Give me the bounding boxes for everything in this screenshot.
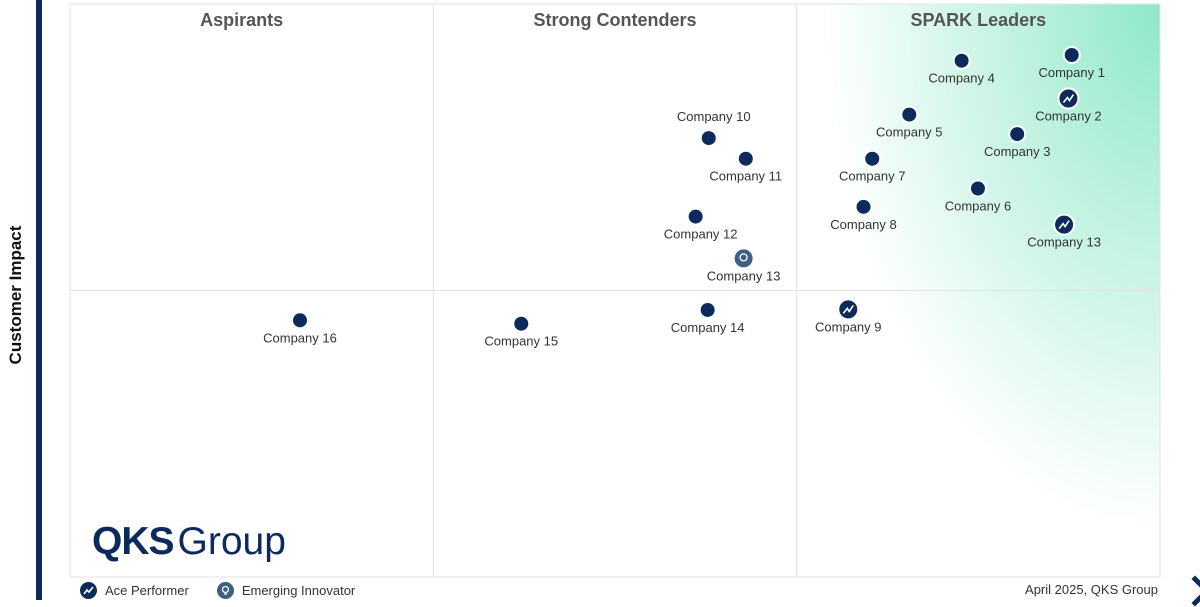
emerging-innovator-marker [732,247,755,270]
lightbulb-icon [216,581,234,599]
quadrant-title: SPARK Leaders [910,10,1046,30]
point-marker [854,197,873,216]
data-point: Company 13 [707,247,781,283]
point-marker [952,51,971,70]
trend-up-icon [842,304,854,314]
point-marker [1008,125,1027,144]
data-point: Company 15 [484,314,558,349]
data-points: Company 1 Company 2 Company 3 Company 4 Comp… [263,45,1105,349]
point-label: Company 1 [1038,65,1104,80]
legend: Ace Performer Emerging Innovator [80,580,383,600]
qks-group-logo: QKS Group [92,520,286,564]
quadrant-titles: Aspirants Strong Contenders SPARK Leaders [200,10,1046,30]
trend-up-icon [80,581,97,599]
data-point: Company 8 [830,197,897,232]
point-marker [699,129,718,148]
point-label: Company 9 [815,319,881,334]
point-marker [900,105,919,124]
data-point: Company 3 [984,125,1050,159]
point-label: Company 12 [664,227,738,242]
point-marker [863,149,882,168]
lightbulb-icon [739,253,748,262]
data-point: Company 10 [677,109,751,148]
data-point: Company 1 [1038,45,1105,80]
footer-credit: April 2025, QKS Group [1025,582,1158,597]
point-label: Company 7 [839,169,905,184]
point-label: Company 16 [263,330,337,345]
data-point: Company 13 [1027,213,1101,250]
point-marker [686,207,705,226]
data-point: Company 14 [671,300,745,335]
data-point: Company 12 [664,207,738,242]
data-point: Company 4 [928,51,995,86]
data-point: Company 16 [263,311,337,345]
logo-regular-text: Group [177,520,286,563]
point-label: Company 2 [1035,109,1101,124]
point-marker [698,300,717,319]
point-label: Company 11 [709,169,782,184]
point-label: Company 8 [830,217,896,232]
point-marker [290,311,309,330]
point-label: Company 13 [707,268,781,283]
data-point: Company 7 [839,149,905,184]
left-accent-bar [36,0,42,600]
data-point: Company 9 [815,298,882,334]
grid-lines [69,3,1161,578]
point-label: Company 3 [984,144,1050,159]
data-point: Company 11 [709,149,782,184]
point-marker [512,314,531,333]
point-label: Company 13 [1027,235,1101,250]
quadrant-title: Aspirants [200,10,283,30]
data-point: Company 5 [876,105,943,140]
data-point: Company 6 [945,179,1011,214]
legend-ace-performer: Ace Performer [105,582,189,598]
point-label: Company 6 [945,199,1011,214]
data-point: Company 2 [1035,87,1102,124]
point-marker [1062,45,1081,64]
logo-bold-text: QKS [92,520,175,563]
point-label: Company 4 [928,71,994,86]
quadrant-title: Strong Contenders [533,10,696,30]
point-marker [736,149,755,168]
trend-up-icon [1058,220,1070,230]
point-marker [968,179,987,198]
point-label: Company 10 [677,109,751,124]
point-label: Company 5 [876,125,942,140]
point-label: Company 15 [484,334,558,349]
point-label: Company 14 [671,320,745,335]
trend-up-icon [1062,94,1075,104]
legend-emerging-innovator: Emerging Innovator [241,582,356,598]
